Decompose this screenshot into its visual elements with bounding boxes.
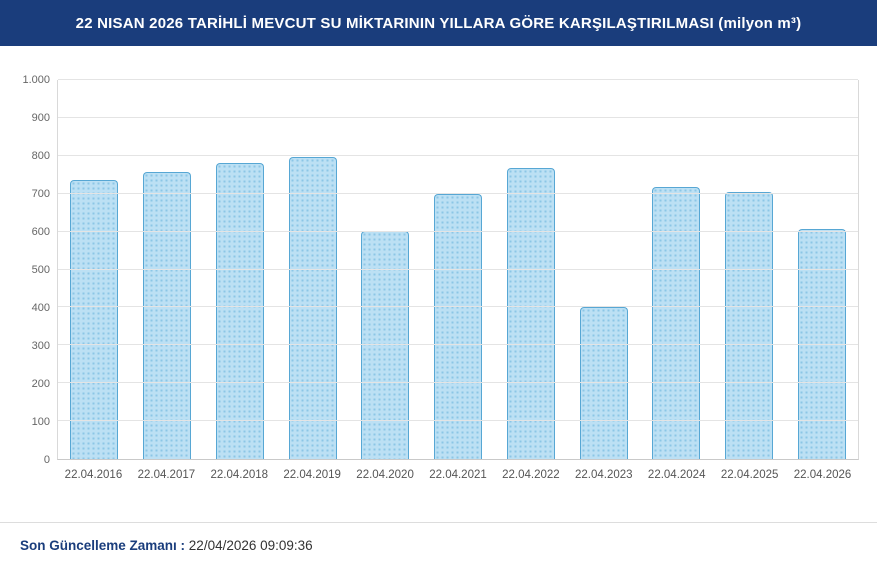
- y-axis-tick-label: 900: [31, 112, 50, 124]
- y-axis-tick-label: 800: [31, 150, 50, 162]
- bar-column: [131, 80, 204, 459]
- gridline: [58, 79, 858, 80]
- x-axis-label: 22.04.2024: [647, 469, 706, 481]
- bar-column: [203, 80, 276, 459]
- last-update-label: Son Güncelleme Zamanı: [20, 538, 177, 553]
- bar: [506, 167, 555, 459]
- y-axis-tick-label: 600: [31, 226, 50, 238]
- gridline: [58, 382, 858, 384]
- x-axis-label: 22.04.2016: [64, 469, 123, 481]
- bar: [434, 193, 483, 459]
- bar-column: [276, 80, 349, 459]
- last-update-separator: :: [176, 538, 189, 553]
- bar: [143, 172, 192, 459]
- y-axis-tick-label: 400: [31, 302, 50, 314]
- bar-column: [713, 80, 786, 459]
- bar: [652, 187, 701, 459]
- x-axis-label: 22.04.2023: [575, 469, 633, 481]
- bar: [724, 191, 773, 459]
- bar-chart: 0 100 200 300 400 500 600 700 800 900 1.000 22.04.…: [0, 60, 877, 496]
- chart-title-bar: 22 NISAN 2026 TARİHLİ MEVCUT SU MİKTARIN…: [0, 0, 877, 46]
- gridline: [58, 192, 858, 194]
- page-title: 22 NISAN 2026 TARİHLİ MEVCUT SU MİKTARIN…: [75, 14, 802, 32]
- bar-column: [422, 80, 495, 459]
- gridline: [58, 268, 858, 270]
- gridline: [58, 344, 858, 346]
- y-axis-tick-label: 200: [31, 378, 50, 390]
- gridline: [58, 116, 858, 118]
- y-axis-tick-label: 700: [31, 188, 50, 200]
- x-axis-label: 22.04.2022: [502, 469, 560, 481]
- last-update-footer: Son Güncelleme Zamanı : 22/04/2026 09:09…: [0, 522, 877, 553]
- bar-column: [349, 80, 422, 459]
- bar-column: [567, 80, 640, 459]
- x-axis-label: 22.04.2021: [429, 469, 487, 481]
- bar-series: [58, 80, 858, 459]
- last-update-value: 22/04/2026 09:09:36: [188, 538, 313, 553]
- y-axis-tick-label: 500: [31, 264, 50, 276]
- gridline: [58, 306, 858, 308]
- bar: [288, 156, 337, 459]
- bar: [70, 179, 119, 459]
- gridline: [58, 154, 858, 156]
- y-axis-tick-label: 100: [31, 416, 50, 428]
- x-axis-label: 22.04.2019: [283, 469, 341, 481]
- x-axis-label: 22.04.2017: [137, 469, 196, 481]
- y-axis-tick-label: 300: [31, 340, 50, 352]
- x-axis-label: 22.04.2018: [210, 469, 269, 481]
- bar-column: [785, 80, 858, 459]
- bar-column: [640, 80, 713, 459]
- y-axis-tick-label: 0: [43, 454, 50, 466]
- bar: [215, 163, 264, 459]
- x-axis-label: 22.04.2020: [356, 469, 414, 481]
- x-axis: 22.04.2016 22.04.2017 22.04.2018 22.04.2019…: [57, 469, 859, 481]
- gridline: [58, 230, 858, 232]
- x-axis-label: 22.04.2026: [793, 469, 852, 481]
- x-axis-label: 22.04.2025: [720, 469, 779, 481]
- gridline: [58, 420, 858, 422]
- bar-column: [58, 80, 131, 459]
- y-axis-tick-label: 1.000: [22, 74, 50, 86]
- bar: [579, 307, 628, 459]
- chart-plot-area: [57, 79, 859, 460]
- bar-column: [494, 80, 567, 459]
